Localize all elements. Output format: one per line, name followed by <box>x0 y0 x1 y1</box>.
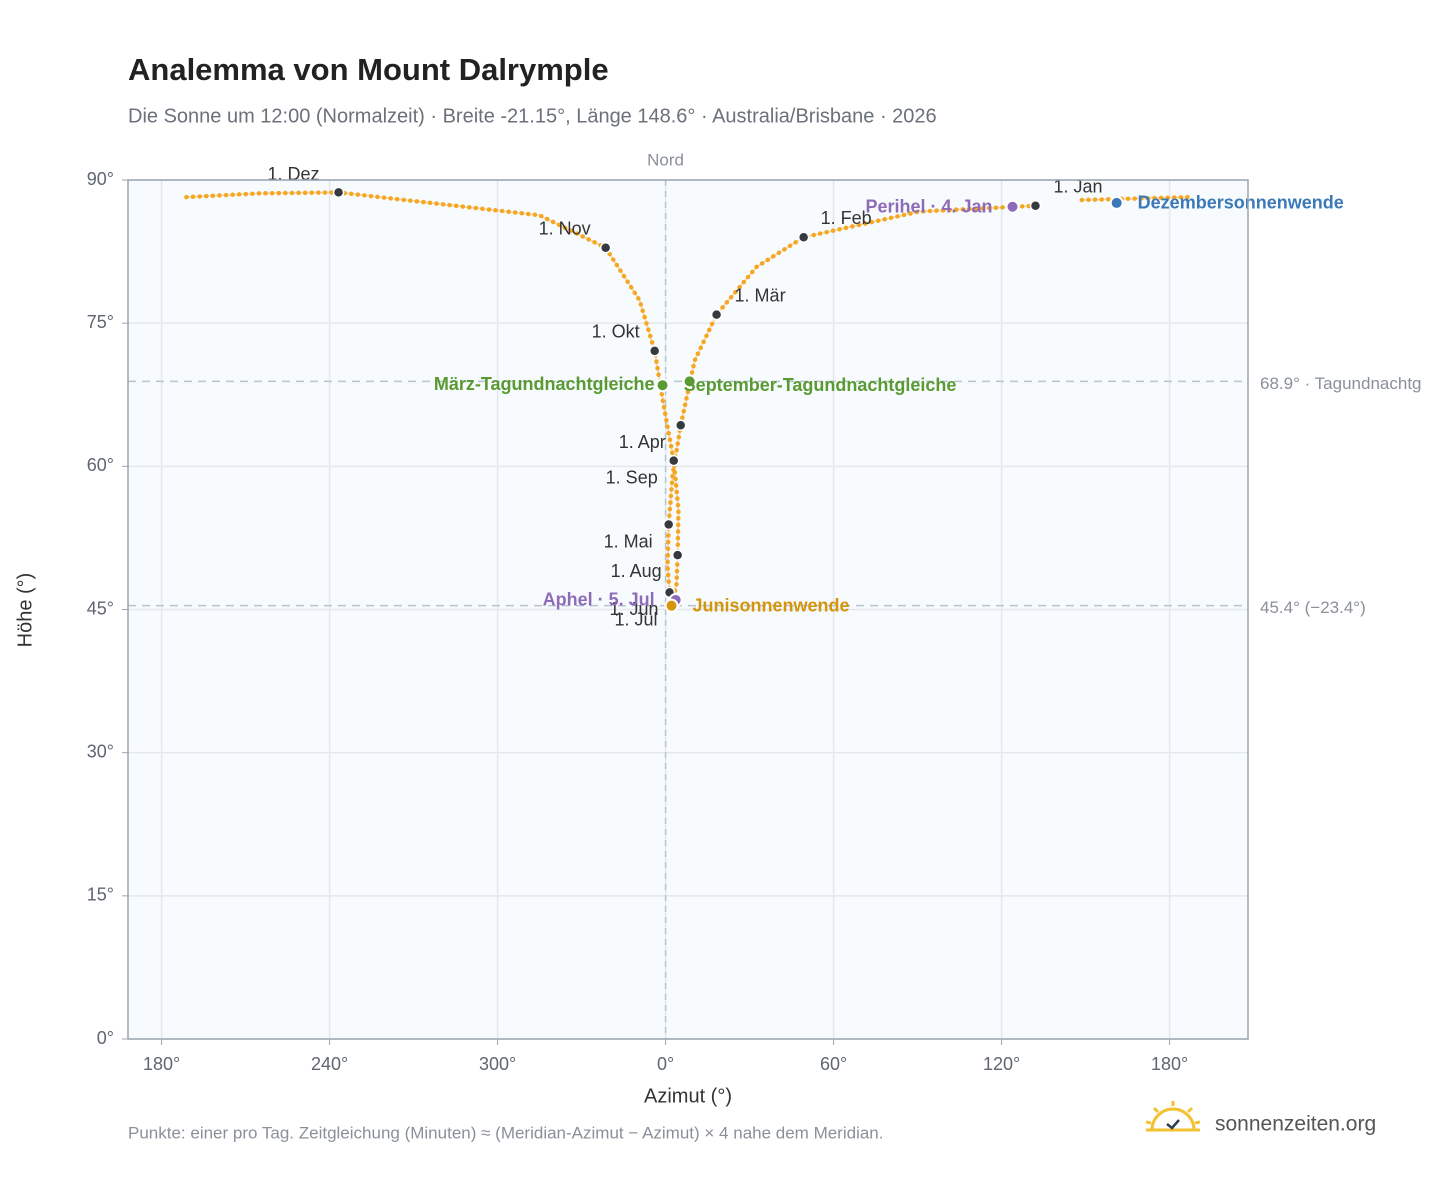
event-label: Aphel · 5. Jul <box>543 590 655 610</box>
plot-frame <box>127 179 1249 1040</box>
month-point <box>662 518 675 531</box>
event-point <box>1109 195 1124 210</box>
y-tick-label: 30° <box>87 741 114 761</box>
event-point <box>682 374 697 389</box>
brand: sonnenzeiten.org <box>1215 1113 1376 1136</box>
month-point <box>599 242 612 254</box>
reference-label: 68.9° · Tagundnachtg <box>1260 374 1422 393</box>
month-label: 1. Feb <box>821 208 872 228</box>
month-point <box>674 419 687 432</box>
x-tick-label: 180° <box>143 1054 180 1074</box>
event-label: Junisonnenwende <box>692 595 849 615</box>
y-tick-label: 90° <box>87 169 114 189</box>
event-label: Perihel · 4. Jan <box>865 196 992 216</box>
month-point <box>710 308 723 321</box>
event-label: März-Tagundnachtgleiche <box>434 374 655 394</box>
event-label: Dezembersonnenwende <box>1138 193 1344 213</box>
logo-icon <box>1145 1101 1201 1132</box>
month-point <box>671 549 684 561</box>
month-label: 1. Jul <box>614 609 657 629</box>
chart-subtitle: Die Sonne um 12:00 (Normalzeit) · Breite… <box>128 105 937 127</box>
x-tick-label: 180° <box>1151 1054 1188 1074</box>
x-tick-label: 240° <box>311 1054 348 1074</box>
y-tick-label: 15° <box>87 885 114 905</box>
month-point <box>667 454 680 467</box>
analemma-curve <box>1077 194 1190 203</box>
month-label: 1. Mai <box>604 531 653 551</box>
x-tick-label: 60° <box>820 1054 847 1074</box>
x-axis-label: Azimut (°) <box>644 1085 732 1107</box>
month-label: 1. Okt <box>592 322 640 342</box>
north-label: Nord <box>647 150 684 169</box>
month-label: 1. Apr <box>619 432 666 452</box>
month-label: 1. Jan <box>1053 177 1102 197</box>
y-tick-label: 75° <box>87 312 114 332</box>
footnote: Punkte: einer pro Tag. Zeitgleichung (Mi… <box>128 1123 884 1142</box>
analemma-curve-core <box>1079 196 1188 202</box>
month-label: 1. Aug <box>611 561 662 581</box>
reference-label: 45.4° (−23.4°) <box>1260 598 1366 617</box>
month-label: 1. Jun <box>609 599 658 619</box>
month-label: 1. Dez <box>268 164 320 184</box>
x-tick-label: 120° <box>983 1054 1020 1074</box>
y-tick-label: 0° <box>97 1028 114 1048</box>
event-label: September-Tagundnachtgleiche <box>684 375 957 395</box>
y-tick-label: 45° <box>87 598 114 618</box>
chart-title: Analemma von Mount Dalrymple <box>128 52 609 87</box>
month-label: 1. Mär <box>735 285 786 305</box>
x-tick-label: 300° <box>479 1054 516 1074</box>
event-point <box>664 598 679 613</box>
y-tick-label: 60° <box>87 455 114 475</box>
x-tick-label: 0° <box>657 1054 674 1074</box>
month-point <box>332 186 345 199</box>
month-point <box>797 231 810 244</box>
month-label: 1. Sep <box>606 467 658 487</box>
month-point <box>648 345 661 357</box>
month-point <box>1029 200 1042 212</box>
month-label: 1. Nov <box>539 219 591 239</box>
y-axis-label: Höhe (°) <box>14 573 36 648</box>
event-point <box>655 378 670 393</box>
event-point <box>1005 199 1020 214</box>
